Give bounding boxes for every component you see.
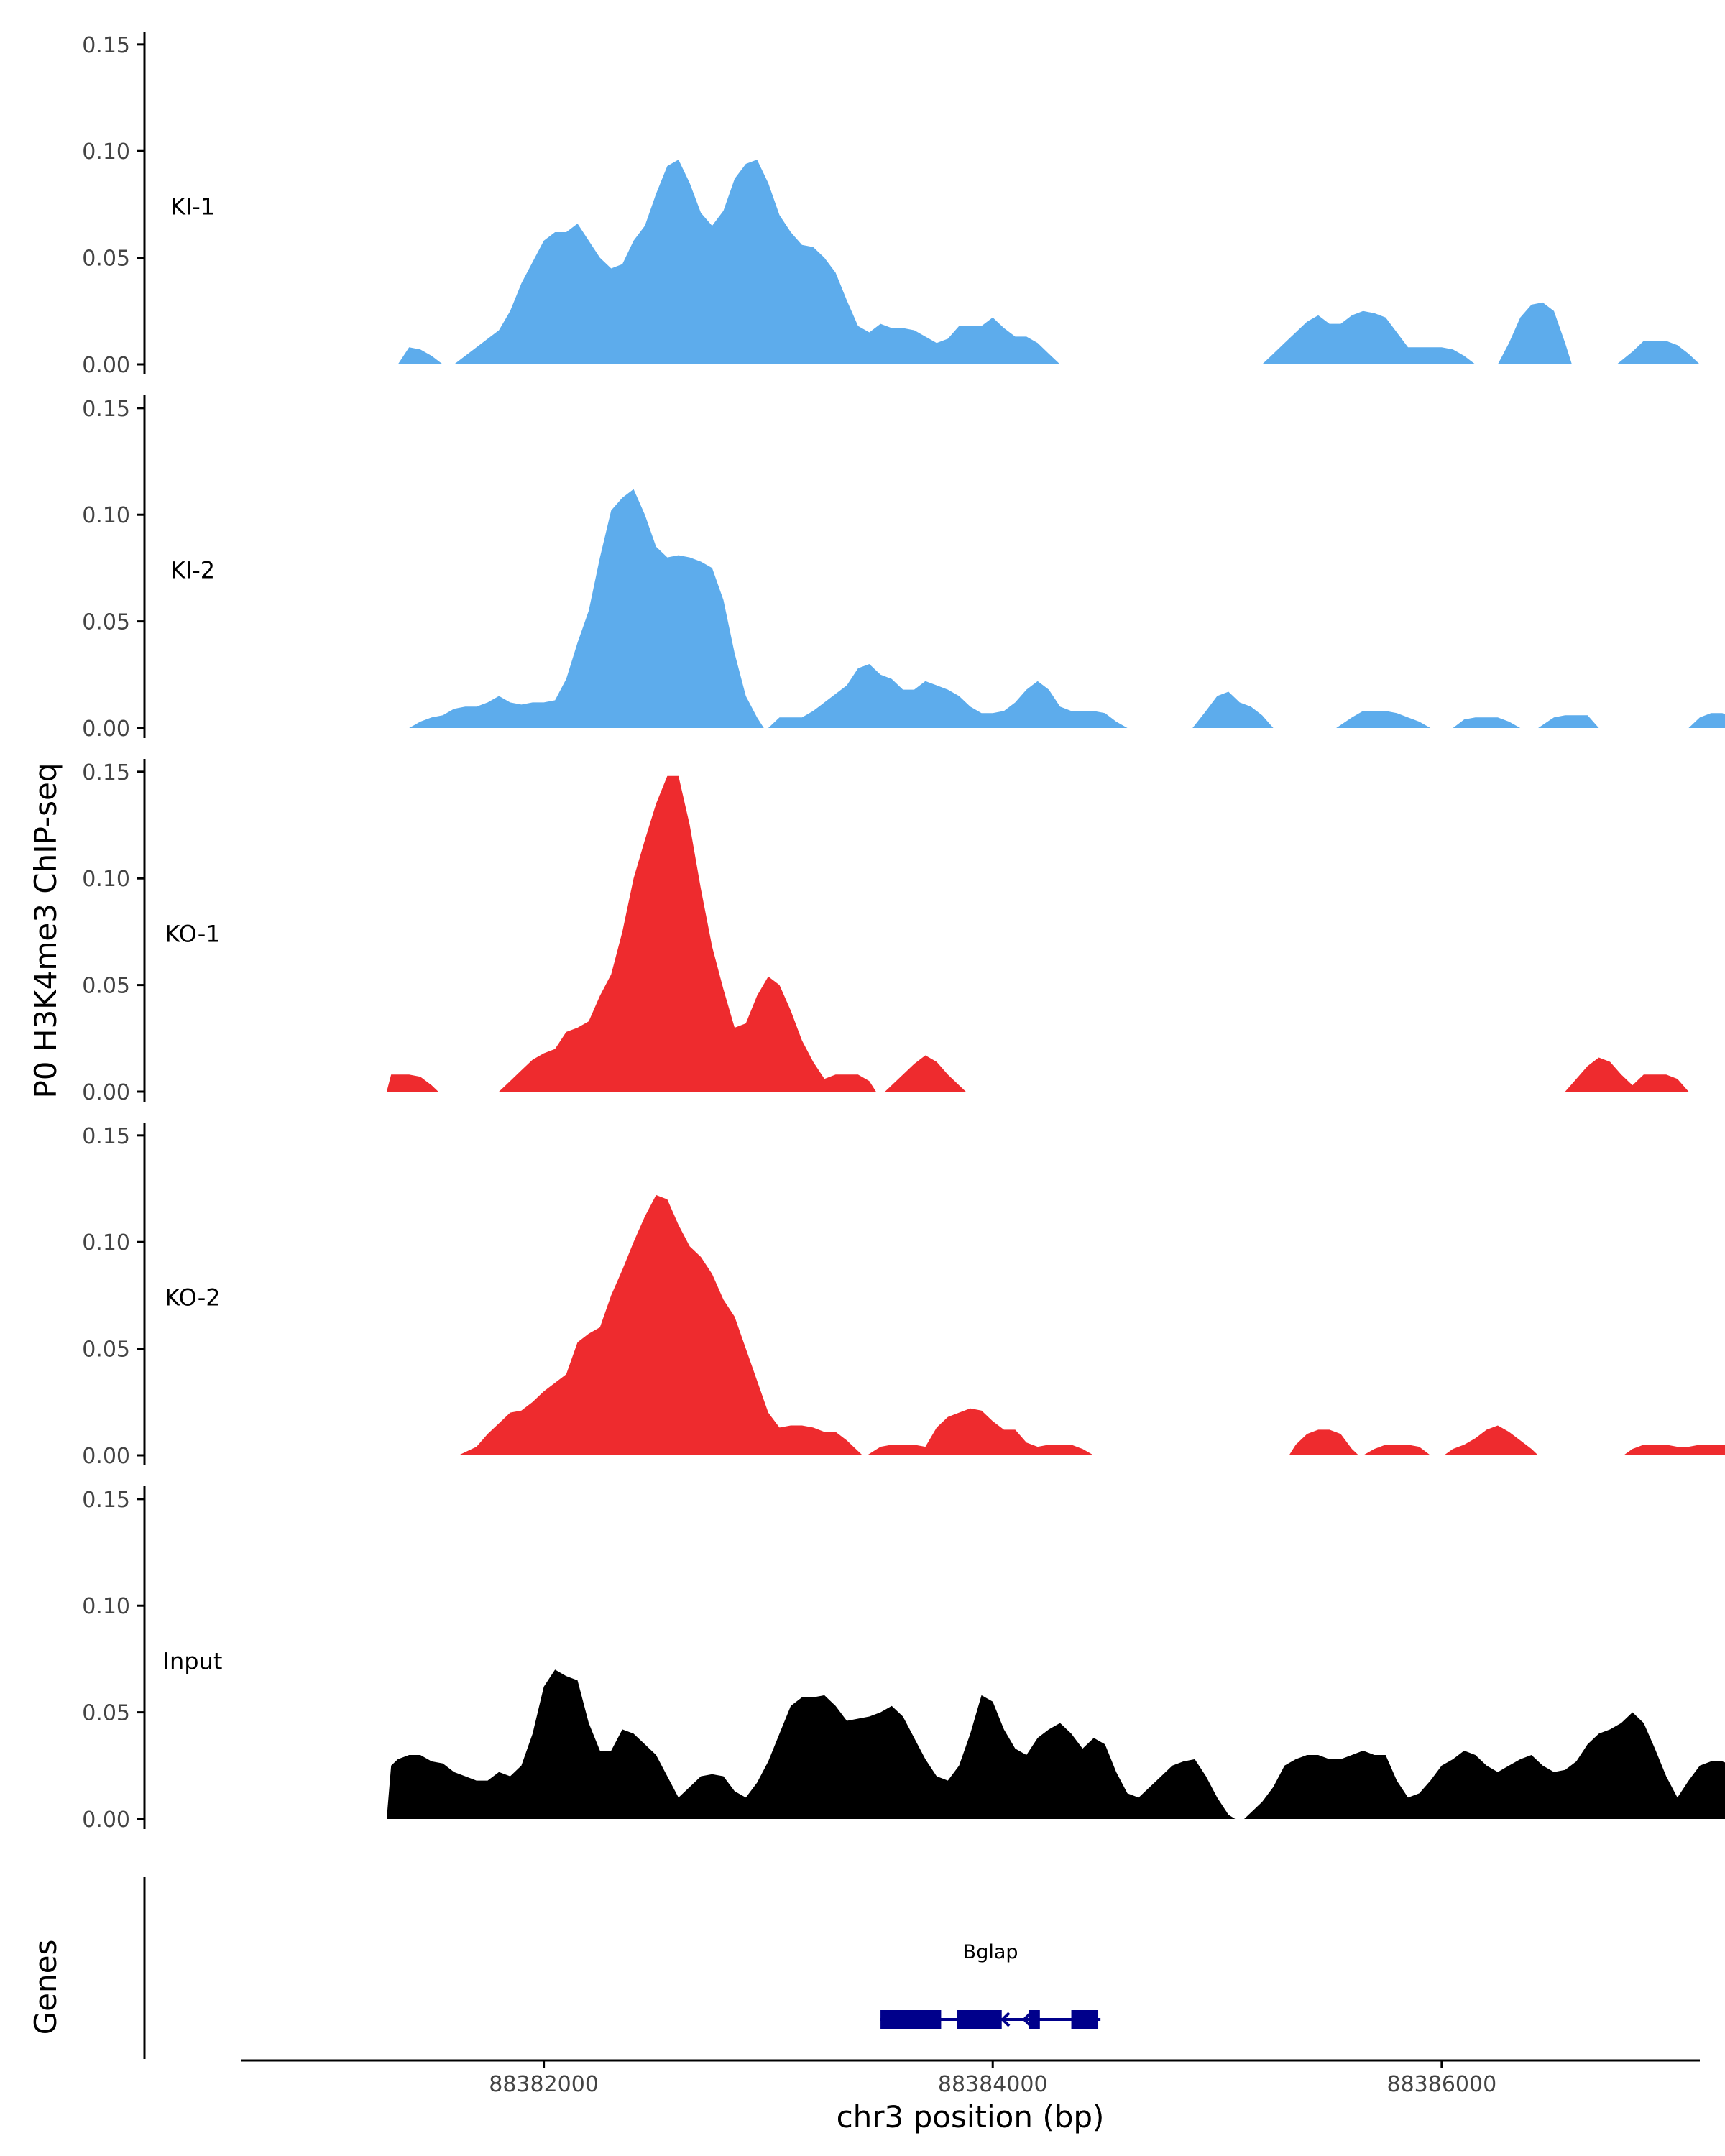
- coverage-area: [1244, 1712, 1725, 1819]
- y-tick-label: 0.05: [82, 1337, 130, 1363]
- y-tick-label: 0.00: [82, 353, 130, 378]
- coverage-area: [1565, 1057, 1689, 1092]
- track-ki-1: 0.00 0.05 0.10 0.15 KI-1: [82, 32, 1700, 378]
- coverage-area: [1192, 691, 1274, 728]
- coverage-area: [454, 160, 1060, 364]
- gene-exon: [1071, 2010, 1099, 2029]
- y-tick-label: 0.15: [82, 1124, 130, 1149]
- coverage-area: [458, 1194, 863, 1455]
- coverage-area: [1289, 1429, 1359, 1455]
- coverage-area: [499, 775, 876, 1092]
- y-tick-label: 0.00: [82, 717, 130, 742]
- y-tick-label: 0.15: [82, 1488, 130, 1513]
- y-tick-label: 0.10: [82, 503, 130, 528]
- track-ko-1: 0.00 0.05 0.10 0.15 KO-1: [82, 759, 1689, 1105]
- track-label: KO-1: [165, 920, 220, 947]
- tracks-layer: 0.00 0.05 0.10 0.15 KI-1 0.00 0.05 0.10 0.15 KI-2…: [82, 32, 1725, 1833]
- coverage-area: [1688, 713, 1725, 728]
- strand-arrow: [1076, 2012, 1086, 2027]
- x-tick-label: 88386000: [1386, 2072, 1496, 2097]
- coverage-area: [387, 1669, 1236, 1819]
- x-axis-title: chr3 position (bp): [837, 2099, 1105, 2134]
- x-tick-label: 88384000: [938, 2072, 1048, 2097]
- y-tick-label: 0.15: [82, 33, 130, 58]
- coverage-area: [768, 664, 1128, 728]
- y-tick-label: 0.15: [82, 397, 130, 422]
- coverage-area: [1623, 1445, 1725, 1455]
- track-input: 0.00 0.05 0.10 0.15 Input: [82, 1486, 1725, 1833]
- coverage-area: [409, 489, 764, 728]
- track-label: KI-2: [170, 556, 215, 584]
- y-tick-label: 0.10: [82, 139, 130, 165]
- track-label: Input: [163, 1647, 223, 1674]
- coverage-area: [1616, 341, 1700, 364]
- y-tick-label: 0.00: [82, 1444, 130, 1469]
- genes-axis-title: Genes: [28, 1940, 63, 2035]
- x-tick-label: 88382000: [489, 2072, 599, 2097]
- coverage-area: [1444, 1425, 1539, 1455]
- coverage-area: [1363, 1445, 1431, 1455]
- x-axis: 88382000 88384000 88386000: [241, 2059, 1700, 2097]
- track-ko-2: 0.00 0.05 0.10 0.15 KO-2: [82, 1123, 1725, 1469]
- track-label: KI-1: [170, 193, 215, 220]
- coverage-area: [1497, 302, 1572, 364]
- gene-exon: [880, 2010, 942, 2029]
- coverage-area: [387, 1074, 438, 1092]
- gene-track: Bglap: [143, 1877, 1101, 2059]
- y-tick-label: 0.00: [82, 1080, 130, 1105]
- strand-arrow: [1022, 2012, 1032, 2027]
- gene-exon: [1029, 2010, 1040, 2029]
- y-tick-label: 0.05: [82, 247, 130, 272]
- coverage-area: [1453, 717, 1521, 728]
- y-tick-label: 0.05: [82, 610, 130, 635]
- coverage-area: [397, 347, 443, 364]
- track-ki-2: 0.00 0.05 0.10 0.15 KI-2: [82, 395, 1725, 742]
- coverage-area: [885, 1055, 966, 1092]
- coverage-area: [1538, 715, 1599, 728]
- gene-name-label: Bglap: [963, 1941, 1018, 1963]
- coverage-area: [867, 1408, 1094, 1455]
- strand-arrow: [1000, 2012, 1011, 2027]
- y-tick-label: 0.10: [82, 867, 130, 892]
- coverage-area: [1262, 310, 1476, 364]
- y-tick-label: 0.00: [82, 1807, 130, 1833]
- coverage-area: [1336, 711, 1431, 728]
- gene-exon: [957, 2010, 1002, 2029]
- y-tick-label: 0.10: [82, 1230, 130, 1256]
- y-axis-title: P0 H3K4me3 ChIP-seq: [28, 763, 63, 1098]
- track-label: KO-2: [165, 1284, 220, 1311]
- y-tick-label: 0.05: [82, 974, 130, 999]
- y-tick-label: 0.10: [82, 1594, 130, 1619]
- y-tick-label: 0.15: [82, 760, 130, 786]
- y-tick-label: 0.05: [82, 1701, 130, 1726]
